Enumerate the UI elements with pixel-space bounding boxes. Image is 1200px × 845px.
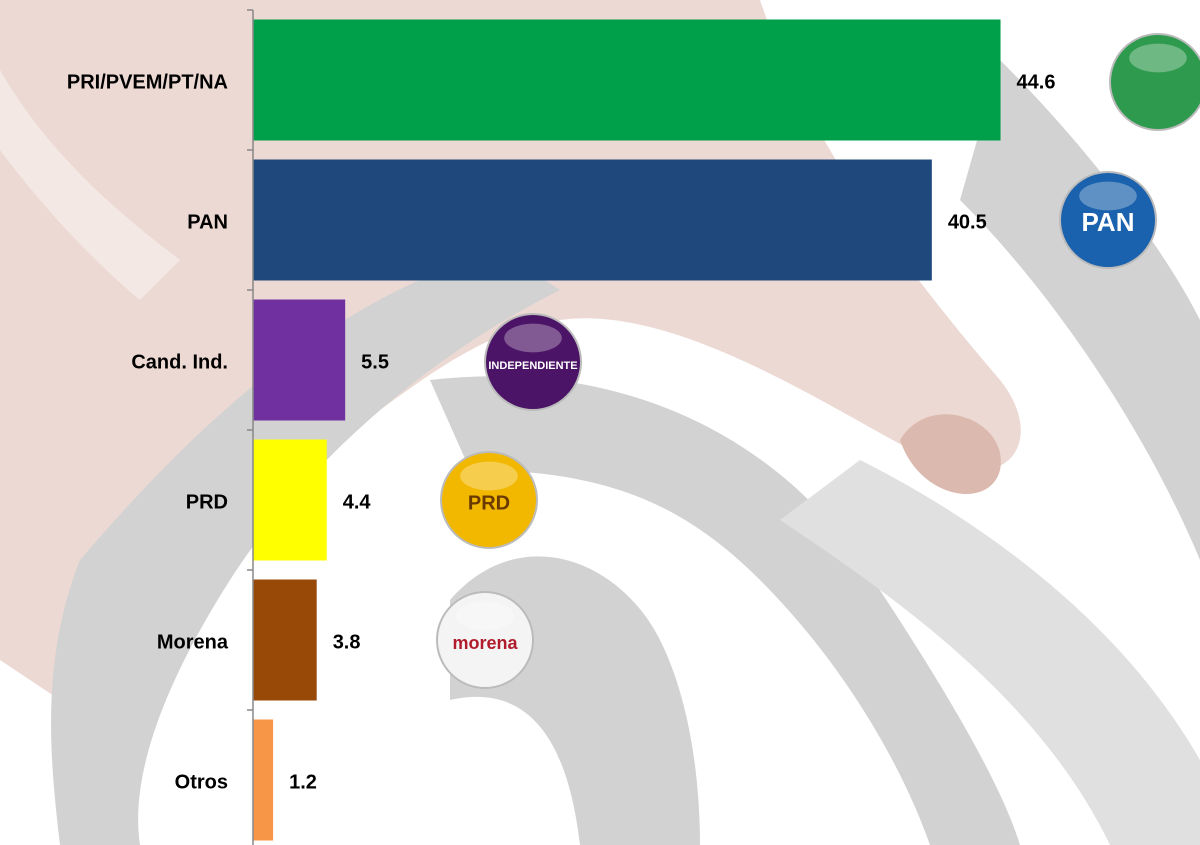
logo-label: INDEPENDIENTE: [488, 360, 577, 372]
bg-shape: [900, 414, 1001, 494]
value-label: 44.6: [1017, 71, 1056, 93]
logo-shine: [456, 601, 514, 631]
value-label: 1.2: [289, 771, 317, 793]
category-label: Otros: [175, 771, 228, 793]
bg-stripe: [0, 70, 180, 300]
bg-stripe: [960, 60, 1200, 560]
bar: [253, 159, 932, 281]
category-label: Morena: [157, 631, 229, 653]
bar: [253, 579, 317, 701]
logo-label: PAN: [1082, 207, 1135, 237]
logo-shine: [504, 323, 562, 353]
party-logo: [1109, 33, 1200, 131]
bar: [253, 299, 346, 421]
logo-circle: [484, 313, 582, 411]
value-label: 4.4: [343, 491, 372, 513]
category-label: Cand. Ind.: [131, 351, 228, 373]
party-logo: morena: [436, 591, 534, 689]
category-label: PAN: [187, 211, 228, 233]
logo-circle: [1109, 33, 1200, 131]
category-label: PRD: [186, 491, 228, 513]
party-logo: PAN: [1059, 171, 1157, 269]
value-label: 40.5: [948, 211, 987, 233]
value-label: 5.5: [361, 351, 389, 373]
logo-shine: [1079, 181, 1137, 211]
value-label: 3.8: [333, 631, 361, 653]
bar: [253, 19, 1001, 141]
logo-shine: [1129, 43, 1187, 73]
logo-circle: [1059, 171, 1157, 269]
logo-circle: [436, 591, 534, 689]
logo-shine: [460, 461, 518, 491]
category-label: PRI/PVEM/PT/NA: [67, 71, 228, 93]
bg-stripe: [780, 460, 1200, 845]
bar: [253, 719, 274, 841]
party-logo: INDEPENDIENTE: [484, 313, 582, 411]
bar: [253, 439, 327, 561]
logo-label: PRD: [468, 492, 510, 514]
logo-circle: [440, 451, 538, 549]
logo-label: morena: [452, 633, 518, 653]
bg-stripe: [430, 376, 1020, 845]
party-logo: PRD: [440, 451, 538, 549]
